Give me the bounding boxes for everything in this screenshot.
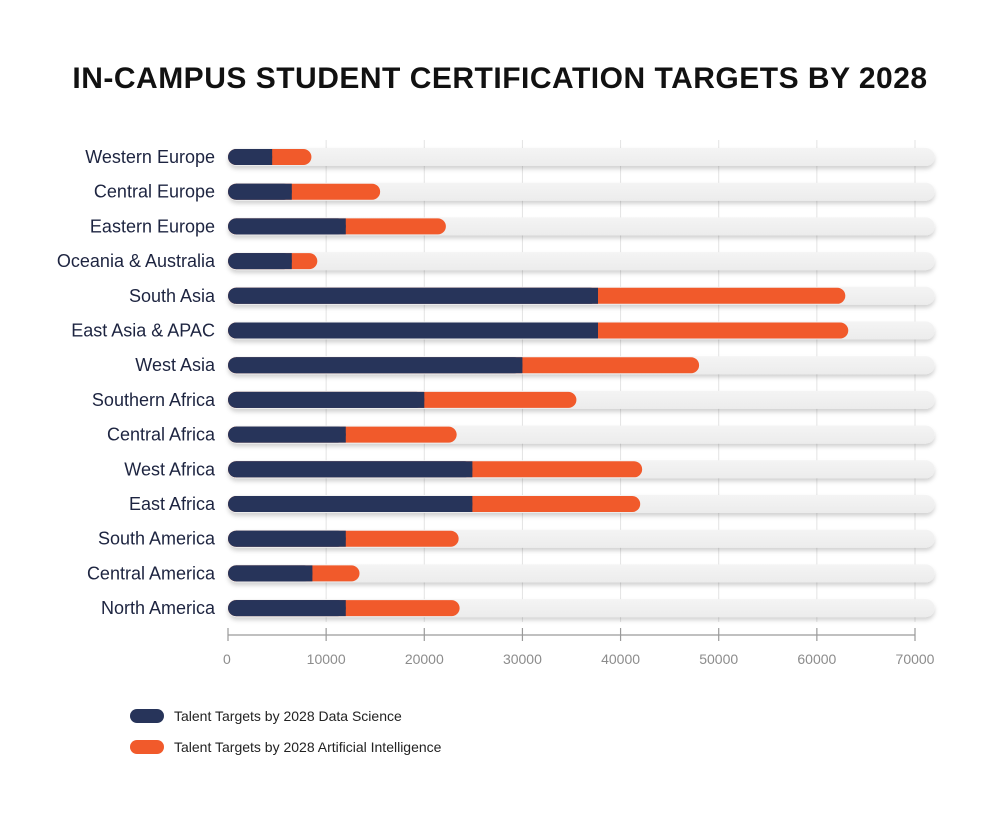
bar-data-science-body	[236, 426, 346, 443]
bar-data-science-body	[236, 357, 523, 374]
legend-item-data-science: Talent Targets by 2028 Data Science	[130, 705, 441, 727]
bar-data-science	[228, 496, 473, 512]
category-label: East Africa	[129, 494, 216, 514]
category-label: West Africa	[124, 459, 216, 479]
bar-chart: Western Europe Central Europe Eastern Euro…	[57, 140, 935, 667]
category-labels: Western Europe Central Europe Eastern Euro…	[57, 147, 216, 618]
bar-track	[228, 182, 935, 201]
category-label: Oceania & Australia	[57, 251, 216, 271]
bar-data-science	[228, 149, 273, 165]
x-axis: 0 10000 20000 30000 40000 50000 60000 70000	[223, 628, 935, 667]
bar-data-science-body	[236, 218, 346, 235]
bar-data-science	[228, 461, 473, 478]
bar-track	[228, 564, 935, 583]
bar-data-science	[228, 253, 292, 270]
bar-data-science	[228, 287, 598, 304]
x-tick-label: 70000	[896, 651, 935, 667]
bar-data-science	[228, 183, 292, 200]
category-label: Central Europe	[94, 182, 215, 202]
bar-data-science	[228, 357, 523, 374]
legend-swatch-data-science	[130, 709, 164, 723]
bar-data-science-body	[236, 287, 598, 304]
x-tick-label: 30000	[503, 651, 542, 667]
chart-title: IN-CAMPUS STUDENT CERTIFICATION TARGETS …	[72, 62, 928, 95]
category-label: East Asia & APAC	[71, 321, 215, 341]
bar-data-science	[228, 218, 346, 235]
bar-data-science-body	[236, 149, 273, 165]
category-label: Western Europe	[85, 147, 215, 167]
bar-data-science	[228, 426, 346, 443]
legend-item-artificial-intelligence: Talent Targets by 2028 Artificial Intell…	[130, 736, 441, 758]
category-label: South Asia	[129, 286, 216, 306]
legend-label-data-science: Talent Targets by 2028 Data Science	[174, 708, 402, 724]
x-tick-label: 10000	[307, 651, 346, 667]
bar-data-science-body	[236, 496, 473, 512]
category-label: South America	[98, 529, 216, 549]
bar-tracks	[228, 148, 935, 618]
x-tick-label: 0	[223, 651, 231, 667]
bar-data-science-body	[236, 530, 346, 547]
bar-track	[228, 148, 935, 166]
legend-label-artificial-intelligence: Talent Targets by 2028 Artificial Intell…	[174, 739, 442, 755]
category-label: Central America	[87, 563, 216, 583]
category-label: North America	[101, 598, 216, 618]
bar-data-science-body	[236, 391, 425, 408]
bars	[228, 149, 849, 617]
bar-data-science	[228, 600, 346, 617]
bar-data-science-body	[236, 253, 292, 270]
x-tick-label: 40000	[601, 651, 640, 667]
category-label: Central Africa	[107, 425, 216, 445]
bar-data-science-body	[236, 600, 346, 617]
bar-data-science-body	[236, 461, 473, 478]
bar-data-science	[228, 391, 425, 408]
bar-data-science	[228, 322, 598, 339]
x-tick-label: 50000	[699, 651, 738, 667]
bar-data-science-body	[236, 183, 292, 200]
x-tick-label: 60000	[797, 651, 836, 667]
bar-data-science	[228, 530, 346, 547]
bar-track	[228, 252, 935, 271]
category-label: West Asia	[135, 355, 216, 375]
bar-data-science-body	[236, 322, 598, 339]
legend: Talent Targets by 2028 Data Science Tale…	[130, 705, 441, 767]
gridlines	[325, 140, 916, 622]
category-label: Southern Africa	[92, 390, 216, 410]
category-label: Eastern Europe	[90, 216, 215, 236]
bar-data-science-body	[236, 565, 313, 582]
legend-swatch-artificial-intelligence	[130, 740, 164, 754]
bar-data-science	[228, 565, 313, 582]
x-tick-label: 20000	[405, 651, 444, 667]
